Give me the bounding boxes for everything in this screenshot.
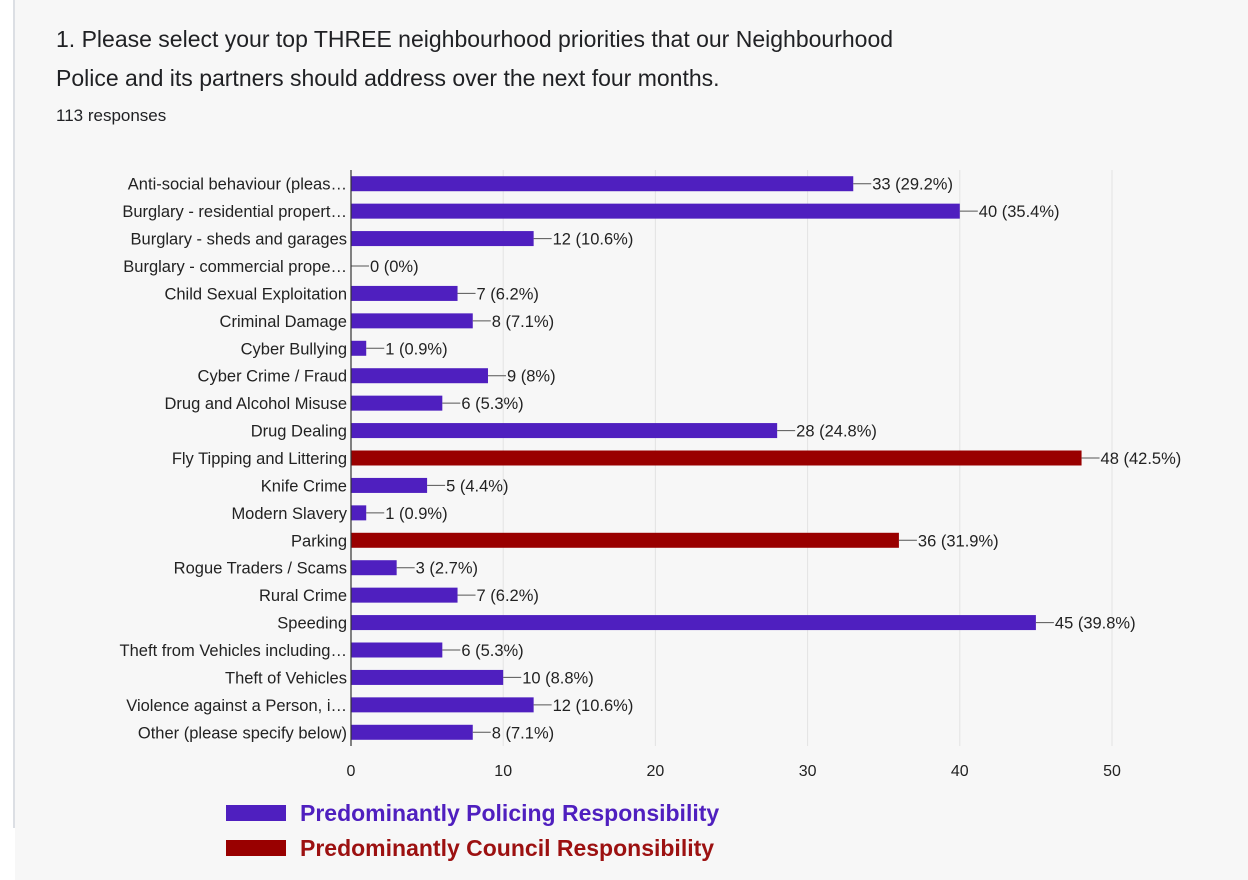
question-title: 1. Please select your top THREE neighbou… (56, 20, 1056, 98)
bar (351, 642, 443, 658)
data-label: 7 (6.2%) (477, 285, 539, 303)
bars: 33 (29.2%) 40 (35.4%) 12 (10.6%) 0 (0%) 7 (6… (351, 176, 1182, 742)
question-line-2: Police and its partners should address o… (56, 65, 720, 91)
category-label: Violence against a Person, i… (126, 697, 347, 715)
bar (351, 450, 1082, 466)
question-line-1: 1. Please select your top THREE neighbou… (56, 26, 894, 52)
category-label: Drug and Alcohol Misuse (164, 395, 347, 413)
data-label: 9 (8%) (507, 368, 556, 386)
bar (351, 423, 778, 439)
bar (351, 697, 534, 713)
category-label: Burglary - residential propert… (122, 203, 347, 221)
category-label: Other (please specify below) (138, 724, 347, 742)
data-label: 40 (35.4%) (979, 203, 1060, 221)
bar (351, 313, 473, 329)
bar (351, 505, 367, 521)
data-label: 12 (10.6%) (553, 231, 634, 249)
data-label: 45 (39.8%) (1055, 615, 1136, 633)
legend-swatch-council (226, 840, 286, 856)
category-label: Burglary - commercial prope… (123, 258, 347, 276)
data-label: 5 (4.4%) (446, 477, 508, 495)
category-label: Knife Crime (261, 477, 347, 495)
data-label: 28 (24.8%) (796, 423, 877, 441)
legend-label-policing: Predominantly Policing Responsibility (300, 799, 720, 826)
bar (351, 395, 443, 411)
x-tick-label: 20 (647, 763, 665, 780)
category-label: Cyber Crime / Fraud (198, 368, 347, 386)
x-tick-label: 40 (951, 763, 969, 780)
category-label: Modern Slavery (231, 505, 347, 523)
data-label: 0 (0%) (370, 258, 419, 276)
legend-item-council: Predominantly Council Responsibility (226, 833, 714, 863)
data-label: 10 (8.8%) (522, 669, 594, 687)
category-label: Speeding (277, 615, 347, 633)
data-label: 6 (5.3%) (461, 642, 523, 660)
bar (351, 560, 397, 576)
data-label: 12 (10.6%) (553, 697, 634, 715)
chart-card (15, 0, 1248, 880)
legend-swatch-policing (226, 805, 286, 821)
data-label: 7 (6.2%) (477, 587, 539, 605)
left-border (13, 0, 15, 828)
data-label: 48 (42.5%) (1101, 450, 1182, 468)
x-tick-label: 0 (347, 763, 356, 780)
bar (351, 669, 504, 685)
category-label: Fly Tipping and Littering (172, 450, 347, 468)
data-label: 36 (31.9%) (918, 532, 999, 550)
data-label: 3 (2.7%) (416, 560, 478, 578)
bar (351, 176, 854, 192)
data-label: 8 (7.1%) (492, 724, 554, 742)
legend-label-council: Predominantly Council Responsibility (300, 834, 715, 861)
category-label: Criminal Damage (220, 313, 347, 331)
category-label: Drug Dealing (251, 423, 347, 441)
data-label: 33 (29.2%) (872, 176, 953, 194)
category-label: Theft from Vehicles including… (120, 642, 347, 660)
category-label: Rural Crime (259, 587, 347, 605)
bar (351, 477, 428, 493)
x-tick-label: 30 (799, 763, 817, 780)
bar (351, 285, 458, 301)
category-label: Parking (291, 532, 347, 550)
category-label: Theft of Vehicles (225, 669, 347, 687)
legend-item-policing: Predominantly Policing Responsibility (226, 798, 719, 828)
x-tick-label: 10 (494, 763, 512, 780)
bar (351, 368, 488, 384)
bar (351, 615, 1036, 631)
data-label: 6 (5.3%) (461, 395, 523, 413)
bar (351, 587, 458, 603)
category-label: Child Sexual Exploitation (164, 285, 347, 303)
category-label: Cyber Bullying (241, 340, 347, 358)
category-label: Anti-social behaviour (pleas… (128, 176, 347, 194)
data-label: 1 (0.9%) (385, 340, 447, 358)
bar (351, 203, 960, 219)
bar (351, 340, 367, 356)
data-label: 1 (0.9%) (385, 505, 447, 523)
category-label: Rogue Traders / Scams (174, 560, 347, 578)
bar (351, 532, 899, 548)
bar (351, 231, 534, 247)
response-count: 113 responses (56, 106, 167, 125)
category-label: Burglary - sheds and garages (131, 231, 347, 249)
data-label: 8 (7.1%) (492, 313, 554, 331)
bar (351, 724, 473, 740)
x-tick-label: 50 (1103, 763, 1121, 780)
axes: 0 10 20 30 40 50 Anti-social behaviour (pleas…… (120, 170, 1121, 780)
